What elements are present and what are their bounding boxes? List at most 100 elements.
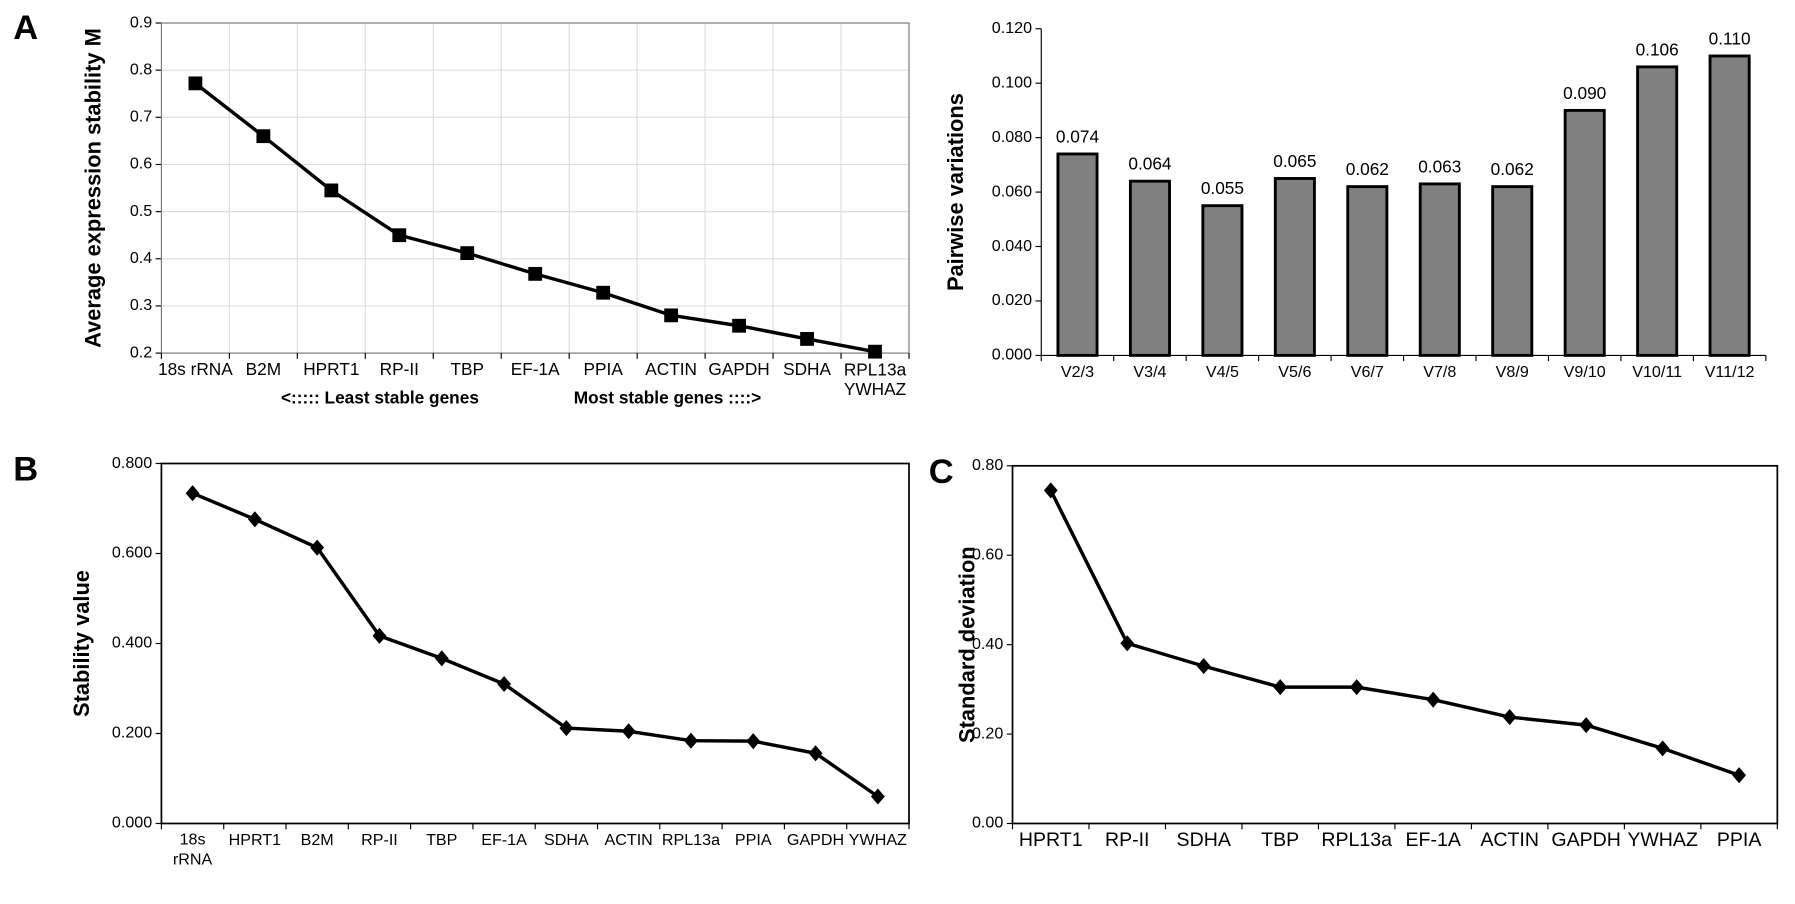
y-tick-label: 0.40 (972, 635, 1003, 653)
panel-label: C (929, 453, 954, 491)
x-tick-label: RP-II (361, 831, 398, 849)
marker (392, 228, 407, 243)
y-tick-label: 0.600 (112, 544, 152, 562)
panel-label: A (13, 9, 38, 47)
bar (1636, 65, 1679, 357)
x-tick-label: PPIA (1717, 829, 1762, 851)
x-tick-label: RPL13a (662, 831, 720, 849)
value-label: 0.055 (1201, 178, 1244, 198)
marker (324, 183, 339, 198)
y-tick-label: 0.9 (130, 13, 152, 31)
marker (247, 511, 262, 528)
y-axis-label: Standard deviation (955, 546, 980, 743)
y-tick-label: 0.20 (972, 724, 1003, 742)
x-tick-label: HPRT1 (1019, 829, 1083, 851)
x-tick-label: ACTIN (645, 359, 697, 379)
marker (868, 344, 882, 359)
plot-frame (160, 462, 910, 825)
marker (310, 539, 325, 556)
y-tick-label: 0.400 (112, 634, 152, 652)
value-label: 0.110 (1709, 28, 1751, 48)
x-tick-label: V4/5 (1206, 363, 1239, 381)
x-tick-label: V8/9 (1496, 363, 1529, 381)
value-label: 0.062 (1491, 159, 1534, 179)
marker (732, 318, 746, 333)
y-tick-label: 0.8 (130, 60, 152, 78)
x-tick-label: YWHAZ (849, 831, 907, 849)
bar (1128, 179, 1171, 357)
value-label: 0.090 (1563, 83, 1606, 103)
y-tick-label: 0.040 (992, 237, 1032, 255)
marker (596, 285, 611, 300)
x-tick-label: PPIA (735, 831, 772, 849)
y-tick-label: 0.080 (992, 128, 1032, 146)
marker (1273, 679, 1288, 696)
x-tick-label: EF-1A (511, 359, 560, 379)
value-label: 0.074 (1056, 126, 1100, 146)
x-tick-label: SDHA (1177, 829, 1231, 851)
annotation: <::::: Least stable genes (281, 388, 479, 408)
plot-frame (160, 22, 910, 354)
marker (621, 723, 636, 740)
x-tick-label: V9/10 (1564, 363, 1606, 381)
x-tick-label: V11/12 (1705, 363, 1755, 381)
marker (1120, 635, 1135, 652)
line (1049, 489, 1740, 777)
y-tick-label: 0.7 (130, 108, 152, 126)
marker (256, 129, 271, 144)
x-tick-label: EF-1A (481, 831, 527, 849)
x-tick-label: ACTIN (605, 831, 653, 849)
x-tick-label: SDHA (544, 831, 589, 849)
x-tick-label: V6/7 (1351, 363, 1384, 381)
marker (746, 733, 761, 750)
marker (1502, 709, 1517, 726)
y-tick-label: 0.000 (112, 814, 152, 832)
x-tick-label: B2M (301, 831, 334, 849)
x-tick-label: GAPDH (1551, 829, 1621, 851)
y-axis-label: Pairwise variations (943, 93, 968, 291)
x-tick-label: HPRT1 (229, 831, 282, 849)
x-tick-label: RPL13a YWHAZ (844, 359, 907, 399)
x-tick-label: GAPDH (708, 359, 769, 379)
marker (460, 246, 475, 261)
x-tick-label: EF-1A (1405, 829, 1460, 851)
marker (559, 720, 574, 737)
value-label: 0.064 (1128, 154, 1172, 174)
x-tick-label: RPL13a (1321, 829, 1392, 851)
y-tick-label: 0.3 (130, 296, 152, 314)
y-tick-label: 0.00 (972, 814, 1003, 832)
x-tick-label: V10/11 (1632, 363, 1682, 381)
x-tick-label: V3/4 (1133, 363, 1166, 381)
marker (185, 485, 200, 502)
marker (1196, 658, 1211, 675)
marker (497, 675, 511, 693)
annotation: Most stable genes ::::> (574, 388, 761, 408)
bar (1563, 108, 1606, 357)
marker (1732, 767, 1747, 784)
x-tick-label: 18s rRNA (158, 359, 233, 379)
y-axis-label: Average expression stability M (80, 28, 105, 348)
marker (434, 650, 449, 667)
marker (1426, 691, 1441, 708)
y-tick-label: 0.80 (972, 456, 1003, 474)
x-tick-label: 18s rRNA (173, 831, 213, 869)
marker (664, 308, 679, 323)
y-tick-label: 0.2 (130, 343, 152, 361)
marker (1579, 717, 1594, 734)
y-tick-label: 0.100 (992, 73, 1032, 91)
bar (1708, 54, 1751, 357)
y-axis-label: Stability value (69, 570, 94, 717)
marker (1655, 740, 1670, 757)
value-label: 0.065 (1273, 151, 1316, 171)
marker (870, 788, 885, 805)
y-tick-label: 0.6 (130, 155, 152, 173)
x-tick-label: SDHA (783, 359, 831, 379)
y-tick-label: 0.60 (972, 545, 1003, 563)
x-tick-label: V2/3 (1061, 363, 1094, 381)
marker (1349, 679, 1364, 696)
marker (372, 627, 387, 644)
marker (1043, 482, 1058, 499)
marker (188, 76, 203, 91)
x-tick-label: PPIA (584, 359, 624, 379)
